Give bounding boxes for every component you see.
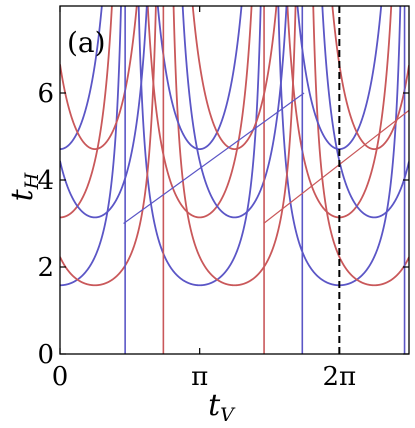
y-tick-label: 2 (37, 253, 54, 283)
series-curve-blue-4 (60, 6, 383, 151)
x-axis-label-sub: V (220, 404, 236, 426)
axis-ticks: 0 π 2π 0 2 4 6 (37, 6, 409, 392)
y-axis-label: tH (5, 172, 43, 201)
series-curve-red-2 (60, 6, 393, 219)
series-curve-blue-3 (60, 6, 409, 219)
panel-label: (a) (67, 26, 106, 59)
plot-area (60, 6, 409, 354)
series-curve-red-1 (60, 6, 409, 287)
y-axis-label-sub: H (21, 172, 43, 190)
x-tick-label: 0 (52, 362, 69, 392)
x-axis-label-main: t (208, 388, 221, 423)
x-axis-label: tV (208, 388, 236, 426)
y-axis-label-main: t (5, 188, 40, 201)
y-tick-label: 0 (37, 340, 54, 370)
diagonal-segment-blue-0 (123, 92, 305, 224)
series-curve-red-5 (60, 6, 409, 151)
x-tick-label: 2π (323, 362, 357, 392)
y-tick-label: 4 (37, 166, 54, 196)
diagonal-segment-red-1 (263, 109, 409, 224)
x-tick-label: π (191, 362, 208, 392)
y-tick-label: 6 (37, 79, 54, 109)
